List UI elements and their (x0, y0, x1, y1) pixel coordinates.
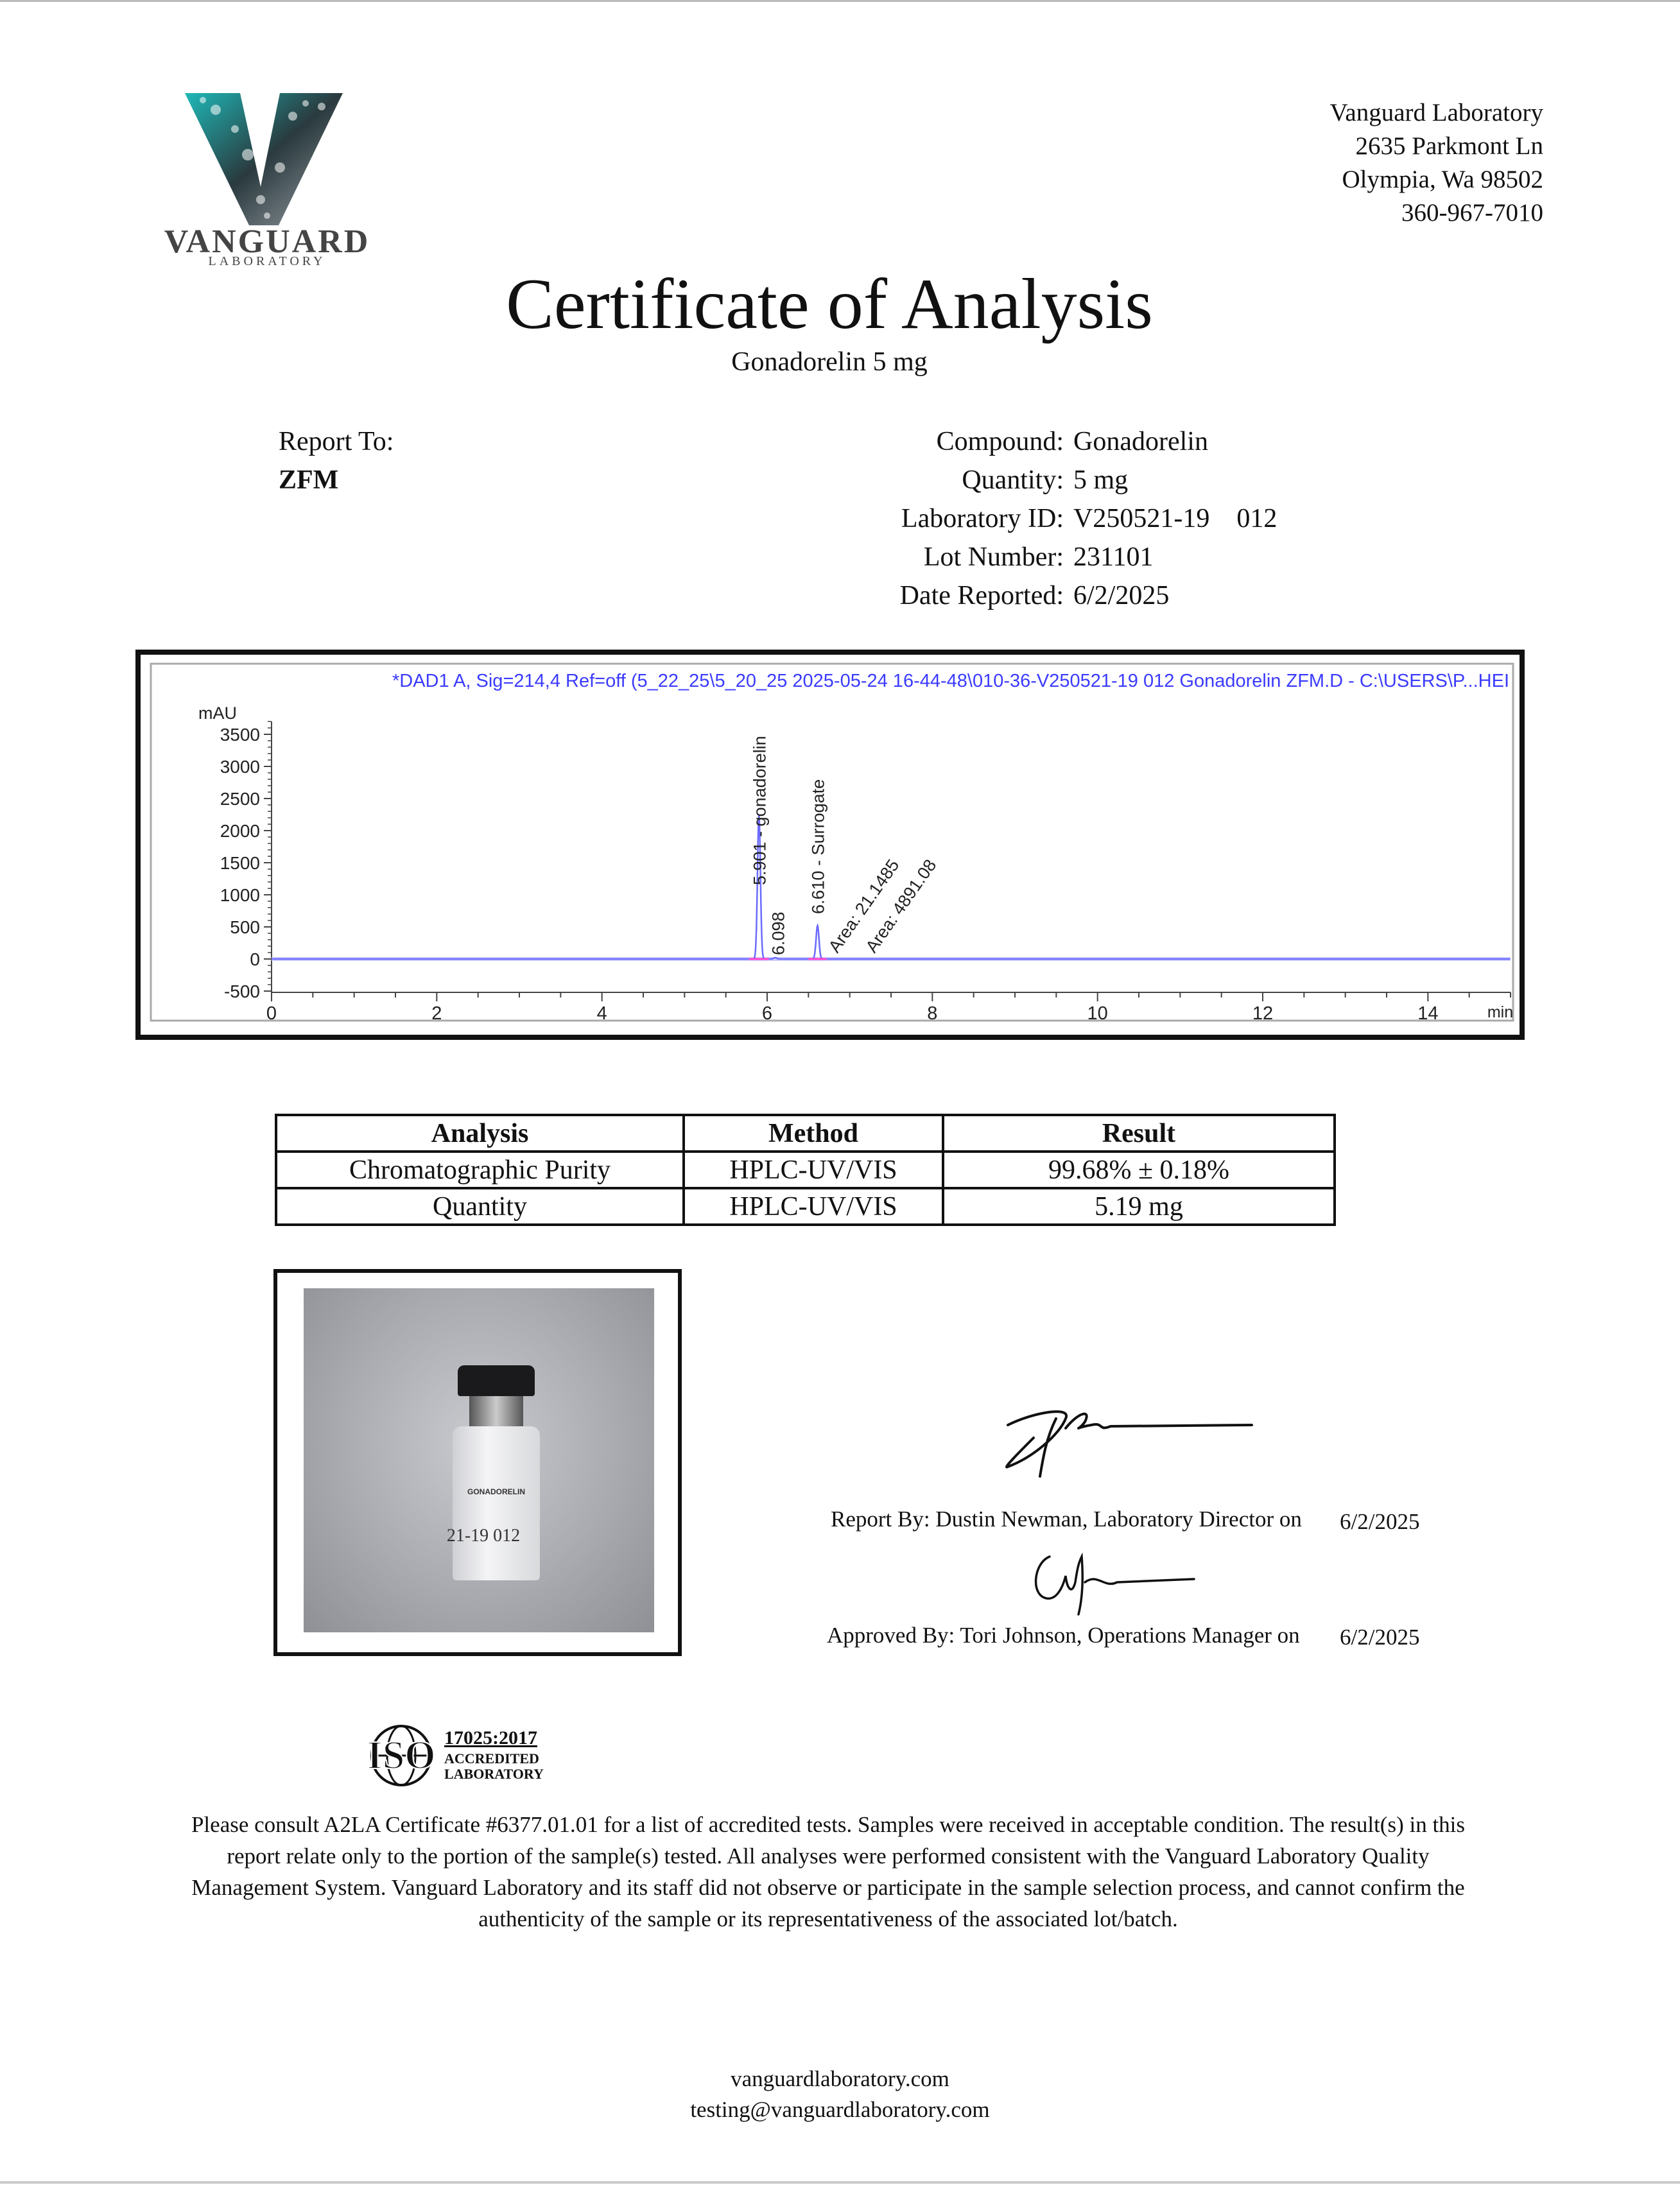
x-tick-label: 10 (1087, 1003, 1108, 1024)
vial-neck (469, 1396, 523, 1428)
lot-number-label: Lot Number: (923, 542, 1064, 572)
x-tick-label: 2 (431, 1003, 442, 1024)
disclaimer: Please consult A2LA Certificate #6377.01… (148, 1809, 1509, 1935)
y-tick-label: 500 (230, 917, 260, 937)
footer-website[interactable]: vanguardlaboratory.com (731, 2066, 949, 2091)
analysis-cell: Quantity (275, 1187, 685, 1226)
iso-accredited: ACCREDITED (444, 1750, 539, 1766)
x-tick-label: 0 (266, 1003, 277, 1024)
director-signature-icon (1005, 1410, 1253, 1478)
iso-mark: ISO (367, 1734, 436, 1777)
lab-city: Olympia, Wa 98502 (1342, 166, 1543, 193)
approved-by-text: Approved By: Tori Johnson, Operations Ma… (827, 1623, 1300, 1648)
date-reported-label: Date Reported: (899, 581, 1064, 610)
x-axis-label: min (1487, 1003, 1513, 1021)
chromatogram-chart: *DAD1 A, Sig=214,4 Ref=off (5_22_25\5_20… (150, 662, 1514, 1024)
iso-laboratory: LABORATORY (444, 1766, 544, 1782)
chart-title: *DAD1 A, Sig=214,4 Ref=off (5_22_25\5_20… (392, 671, 1509, 691)
lab-name: Vanguard Laboratory (1329, 99, 1543, 126)
report-to: Report To: ZFM (279, 422, 394, 499)
iso-accreditation-logo: ISO 17025:2017 ACCREDITED LABORATORY (364, 1723, 557, 1788)
analysis-cell: Chromatographic Purity (275, 1150, 685, 1189)
vanguard-logo: VANGUARD LABORATORY (164, 91, 370, 268)
page-subtitle: Gonadorelin 5 mg (731, 347, 928, 377)
x-tick-label: 12 (1252, 1003, 1273, 1024)
lab-street: 2635 Parkmont Ln (1355, 132, 1543, 160)
report-by-text: Report By: Dustin Newman, Laboratory Dir… (831, 1507, 1302, 1532)
y-tick-label: 2000 (220, 821, 260, 841)
info-labels: Compound: Quantity: Laboratory ID: Lot N… (706, 422, 1064, 615)
table-row: Chromatographic Purity HPLC-UV/VIS 99.68… (275, 1150, 1336, 1189)
iso-globe-icon: ISO 17025:2017 ACCREDITED LABORATORY (367, 1725, 544, 1786)
results-table: Analysis Method Result Chromatographic P… (275, 1114, 1336, 1226)
info-values: Gonadorelin 5 mg V250521-19 012 231101 6… (1073, 422, 1277, 615)
y-axis-label: mAU (198, 704, 237, 723)
header-result: Result (942, 1114, 1336, 1153)
y-tick-label: 0 (250, 949, 260, 969)
result-cell: 99.68% ± 0.18% (942, 1150, 1336, 1189)
y-tick-label: 1500 (220, 853, 260, 873)
peak-label: 5.901 - gonadorelin (750, 736, 769, 885)
peak-label: 6.098 (769, 911, 788, 955)
x-tick-label: 14 (1417, 1003, 1438, 1024)
chromatogram-trace (272, 815, 1511, 960)
report-to-label: Report To: (279, 427, 394, 456)
lab-address: Vanguard Laboratory 2635 Parkmont Ln Oly… (1330, 96, 1543, 230)
disclaimer-line: Management System. Vanguard Laboratory a… (191, 1875, 1465, 1900)
vial-label-text: GONADORELIN (467, 1487, 525, 1496)
footer-email[interactable]: testing@vanguardlaboratory.com (690, 2097, 990, 2122)
laboratory-id-value: V250521-19 012 (1073, 504, 1277, 533)
header-method: Method (682, 1114, 944, 1153)
table-row: Quantity HPLC-UV/VIS 5.19 mg (275, 1187, 1336, 1226)
sample-photo-frame: GONADORELIN 21-19 012 (273, 1269, 682, 1656)
method-cell: HPLC-UV/VIS (682, 1150, 944, 1189)
y-tick-label: 1000 (220, 885, 260, 905)
laboratory-id-label: Laboratory ID: (901, 504, 1064, 533)
iso-standard: 17025:2017 (444, 1727, 537, 1749)
disclaimer-line: authenticity of the sample or its repres… (478, 1906, 1178, 1931)
method-cell: HPLC-UV/VIS (682, 1187, 944, 1226)
page-bottom-border (0, 2181, 1680, 2184)
disclaimer-line: report relate only to the portion of the… (227, 1844, 1430, 1869)
y-tick-label: 3500 (220, 725, 260, 745)
x-tick-label: 8 (927, 1003, 937, 1024)
vial-body (453, 1426, 540, 1580)
approved-by-date: 6/2/2025 (1340, 1625, 1420, 1650)
report-by-date: 6/2/2025 (1340, 1509, 1420, 1534)
quantity-value: 5 mg (1073, 465, 1129, 495)
page-title: Certificate of Analysis (506, 264, 1153, 344)
compound-value: Gonadorelin (1073, 427, 1208, 456)
lab-phone: 360-967-7010 (1401, 199, 1543, 227)
y-tick-label: -500 (224, 981, 260, 1001)
logo-subtitle: LABORATORY (209, 254, 326, 265)
vial-cap (458, 1365, 535, 1396)
chromatogram-frame: *DAD1 A, Sig=214,4 Ref=off (5_22_25\5_20… (135, 650, 1525, 1040)
vanguard-v-logo-icon: VANGUARD LABORATORY (164, 93, 370, 268)
compound-label: Compound: (936, 427, 1064, 456)
vial-id-text: 21-19 012 (446, 1526, 521, 1546)
logo-wordmark: VANGUARD (164, 223, 370, 260)
peak-label: 6.610 - Surrogate (808, 779, 827, 914)
result-cell: 5.19 mg (942, 1187, 1336, 1226)
sample-vial-photo: GONADORELIN 21-19 012 (304, 1288, 654, 1632)
plot-frame (150, 662, 1514, 1022)
y-tick-label: 2500 (220, 789, 260, 809)
lot-number-value: 231101 (1073, 542, 1154, 572)
report-to-client: ZFM (279, 465, 339, 495)
x-tick-label: 4 (597, 1003, 607, 1024)
y-tick-label: 3000 (220, 757, 260, 777)
page-top-border (0, 0, 1680, 2)
quantity-label: Quantity: (962, 465, 1064, 495)
header-analysis: Analysis (275, 1114, 685, 1153)
disclaimer-line: Please consult A2LA Certificate #6377.01… (191, 1812, 1466, 1837)
x-tick-label: 6 (762, 1003, 772, 1024)
footer: vanguardlaboratory.com testing@vanguardl… (0, 2064, 1680, 2125)
table-header-row: Analysis Method Result (275, 1114, 1336, 1153)
manager-signature-icon (1034, 1552, 1195, 1616)
date-reported-value: 6/2/2025 (1073, 581, 1170, 610)
